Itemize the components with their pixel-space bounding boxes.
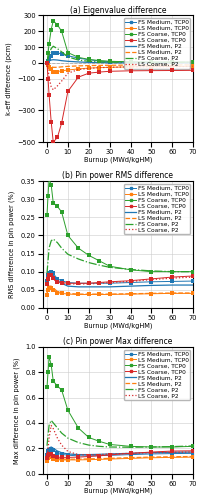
Y-axis label: Max difference in pin power (%): Max difference in pin power (%) <box>13 357 20 464</box>
Title: (c) Pin power Max difference: (c) Pin power Max difference <box>63 337 172 346</box>
Legend: FS Medium, TCP0, LS Medium, TCP0, FS Coarse, TCP0, LS Coarse, TCP0, FS Medium, P: FS Medium, TCP0, LS Medium, TCP0, FS Coa… <box>123 18 189 68</box>
Title: (b) Pin power RMS difference: (b) Pin power RMS difference <box>62 172 173 180</box>
Legend: FS Medium, TCP0, LS Medium, TCP0, FS Coarse, TCP0, LS Coarse, TCP0, FS Medium, P: FS Medium, TCP0, LS Medium, TCP0, FS Coa… <box>123 350 189 400</box>
X-axis label: Burnup (MWd/kgHM): Burnup (MWd/kgHM) <box>83 156 152 163</box>
X-axis label: Burnup (MWd/kgHM): Burnup (MWd/kgHM) <box>83 322 152 328</box>
Legend: FS Medium, TCP0, LS Medium, TCP0, FS Coarse, TCP0, LS Coarse, TCP0, FS Medium, P: FS Medium, TCP0, LS Medium, TCP0, FS Coa… <box>123 184 189 234</box>
Y-axis label: k-eff difference (pcm): k-eff difference (pcm) <box>5 42 12 115</box>
Title: (a) Eigenvalue difference: (a) Eigenvalue difference <box>69 6 165 15</box>
X-axis label: Burnup (MWd/kgHM): Burnup (MWd/kgHM) <box>83 488 152 494</box>
Y-axis label: RMS difference in pin power (%): RMS difference in pin power (%) <box>9 191 15 298</box>
